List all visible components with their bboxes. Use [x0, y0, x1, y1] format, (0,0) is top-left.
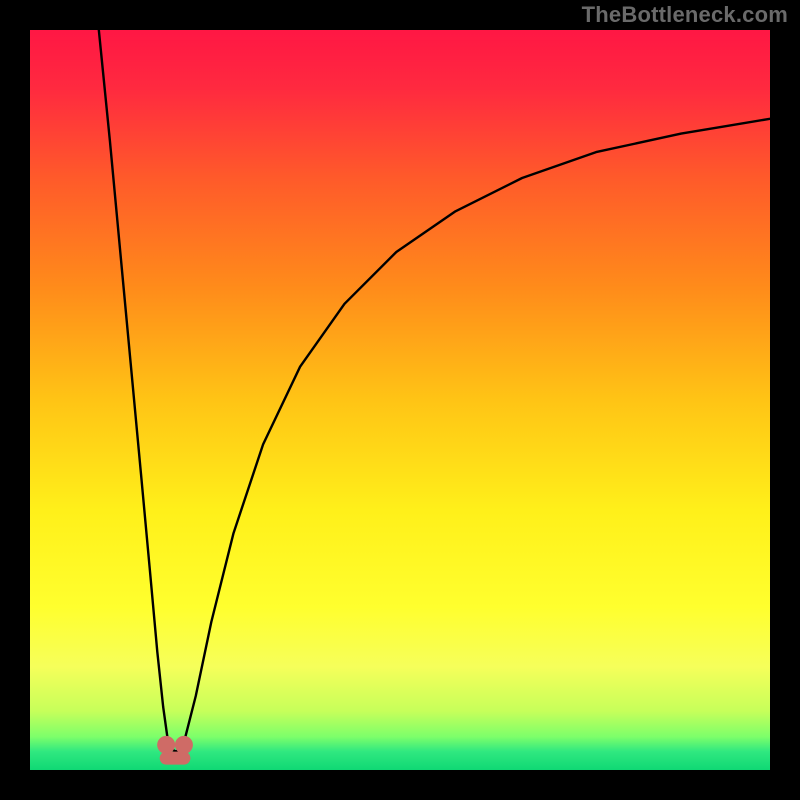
plot-area [30, 30, 770, 770]
minimum-marker-1 [175, 736, 193, 754]
gradient-background [30, 30, 770, 770]
watermark-text: TheBottleneck.com [582, 2, 788, 28]
plot-svg [30, 30, 770, 770]
minimum-marker-0 [157, 736, 175, 754]
chart-root: TheBottleneck.com [0, 0, 800, 800]
